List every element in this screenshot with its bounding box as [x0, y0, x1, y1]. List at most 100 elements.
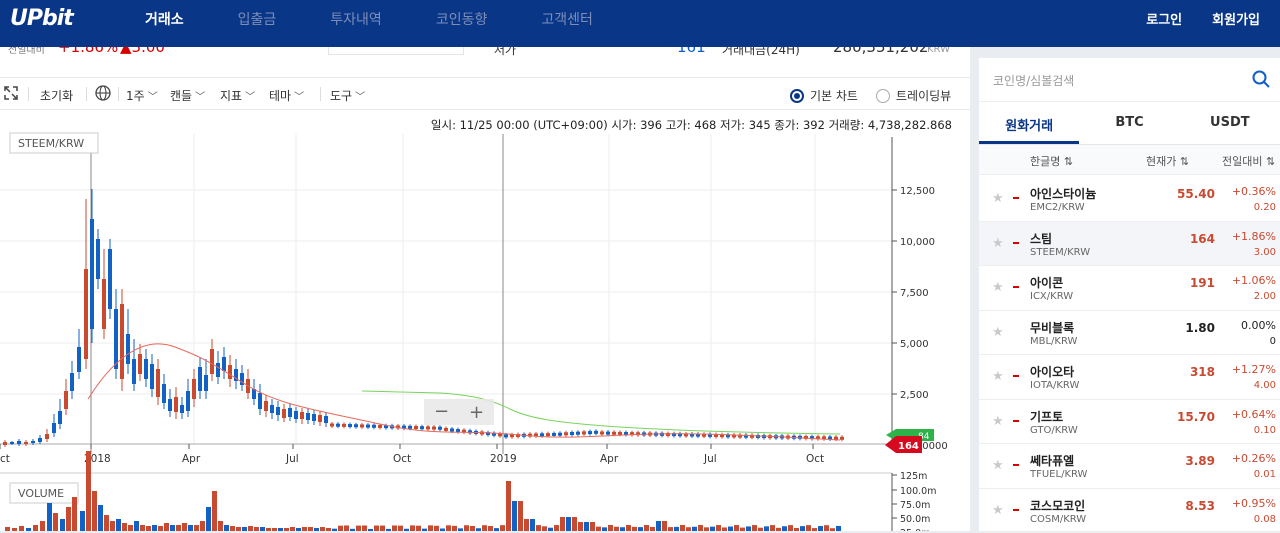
- volume-bar: [308, 527, 313, 531]
- candle-body: [600, 432, 604, 435]
- theme-label: 테마: [269, 89, 291, 103]
- volume-bar: [806, 525, 811, 531]
- candle-dropdown[interactable]: 캔들﹀: [170, 87, 205, 104]
- radio-selected-icon: [790, 89, 804, 103]
- reset-button[interactable]: 초기화: [40, 87, 73, 104]
- volume-bar: [788, 525, 793, 531]
- volume-bar: [170, 525, 175, 531]
- tools-dropdown[interactable]: 도구﹀: [330, 87, 365, 104]
- volume-bar: [254, 527, 259, 531]
- signup-link[interactable]: 회원가입: [1212, 9, 1260, 28]
- volume-bar: [764, 526, 769, 531]
- coin-change-amount: 0: [1270, 336, 1276, 347]
- candle-body: [456, 429, 460, 432]
- globe-icon[interactable]: [95, 85, 111, 104]
- upbit-logo[interactable]: UPbit: [10, 6, 73, 31]
- star-icon[interactable]: ★: [992, 458, 1004, 473]
- coin-name[interactable]: 코스모코인: [1030, 497, 1085, 514]
- volume-bar: [542, 526, 547, 531]
- sort-by-change[interactable]: 전일대비 ⇅: [1222, 153, 1275, 169]
- sort-by-name[interactable]: 한글명 ⇅: [1030, 153, 1073, 169]
- candle-body: [264, 401, 268, 411]
- coin-change-percent: +0.95%: [1232, 497, 1276, 510]
- coin-name[interactable]: 아인스타이늄: [1030, 185, 1096, 202]
- price-chart[interactable]: STEEM/KRW − + 12,50010,0007,5005,0002,50…: [0, 129, 970, 531]
- candle-body: [594, 431, 598, 434]
- candle-body: [38, 438, 42, 442]
- candle-body: [45, 434, 49, 439]
- coin-name[interactable]: 스팀: [1030, 230, 1052, 247]
- volume-bar: [596, 527, 601, 531]
- candle-body: [834, 437, 838, 440]
- coin-name[interactable]: 쎄타퓨엘: [1030, 452, 1074, 469]
- coin-price: 164: [1190, 232, 1215, 246]
- candle-body: [270, 405, 274, 413]
- tab-btc[interactable]: BTC: [1079, 102, 1179, 144]
- tab-usdt[interactable]: USDT: [1180, 102, 1280, 144]
- volume-bar: [236, 527, 241, 531]
- candle-body: [120, 304, 124, 379]
- tab-krw[interactable]: 원화거래: [979, 102, 1079, 144]
- volume-bar: [530, 519, 535, 531]
- nav-deposit[interactable]: 입출금: [211, 0, 304, 36]
- candle-body: [108, 249, 112, 309]
- price-tick-label: 12,500: [900, 186, 935, 197]
- volume-bar: [5, 527, 10, 531]
- volume-unit: KRW: [927, 47, 950, 55]
- star-icon[interactable]: ★: [992, 191, 1004, 206]
- volume-bar: [218, 521, 223, 531]
- coin-name[interactable]: 아이콘: [1030, 274, 1063, 291]
- star-icon[interactable]: ★: [992, 414, 1004, 429]
- search-input[interactable]: 코인명/심볼검색: [993, 72, 1074, 89]
- period-dropdown[interactable]: 1주﹀: [126, 87, 158, 104]
- coin-change-amount: 0.01: [1254, 469, 1276, 480]
- candle-body: [216, 363, 220, 377]
- zoom-in-button[interactable]: +: [469, 402, 484, 423]
- volume-bar: [464, 525, 469, 531]
- star-icon[interactable]: ★: [992, 503, 1004, 518]
- time-axis-label: Oct: [393, 453, 411, 465]
- volume-bar: [518, 501, 523, 531]
- candle-body: [228, 365, 232, 379]
- nav-exchange[interactable]: 거래소: [120, 0, 211, 36]
- nav-coin-trends[interactable]: 코인동향: [409, 0, 515, 36]
- coin-change-amount: 2.00: [1254, 291, 1276, 302]
- basic-chart-radio[interactable]: 기본 차트: [790, 87, 858, 104]
- expand-icon[interactable]: [4, 86, 18, 103]
- star-icon[interactable]: ★: [992, 236, 1004, 251]
- coin-name[interactable]: 무비블록: [1030, 319, 1074, 336]
- volume-bar: [116, 519, 121, 531]
- star-icon[interactable]: ★: [992, 280, 1004, 295]
- coin-name[interactable]: 아이오타: [1030, 363, 1074, 380]
- indicator-dropdown[interactable]: 지표﹀: [220, 87, 255, 104]
- star-icon[interactable]: ★: [992, 369, 1004, 384]
- volume-bar: [98, 505, 103, 531]
- search-icon[interactable]: [1252, 70, 1270, 92]
- candle-body: [58, 411, 62, 424]
- theme-dropdown[interactable]: 테마﹀: [269, 87, 304, 104]
- sort-by-price[interactable]: 현재가 ⇅: [1146, 153, 1189, 169]
- volume-bar: [110, 521, 115, 531]
- coin-change-percent: +0.36%: [1232, 185, 1276, 198]
- coin-price: 1.80: [1185, 321, 1215, 335]
- nav-customer-center[interactable]: 고객센터: [514, 0, 620, 36]
- volume-bar: [122, 523, 127, 531]
- price-tick-label: 5,000: [900, 339, 929, 350]
- volume-bar: [740, 528, 745, 531]
- star-icon[interactable]: ★: [992, 325, 1004, 340]
- trading-view-radio[interactable]: 트레이딩뷰: [876, 87, 951, 104]
- volume-bar: [734, 525, 739, 531]
- volume-tick-label: 75.0m: [900, 500, 930, 511]
- nav-investments[interactable]: 투자내역: [303, 0, 409, 36]
- coin-name[interactable]: 기프토: [1030, 408, 1063, 425]
- zoom-out-button[interactable]: −: [434, 401, 449, 422]
- login-link[interactable]: 로그인: [1146, 9, 1182, 28]
